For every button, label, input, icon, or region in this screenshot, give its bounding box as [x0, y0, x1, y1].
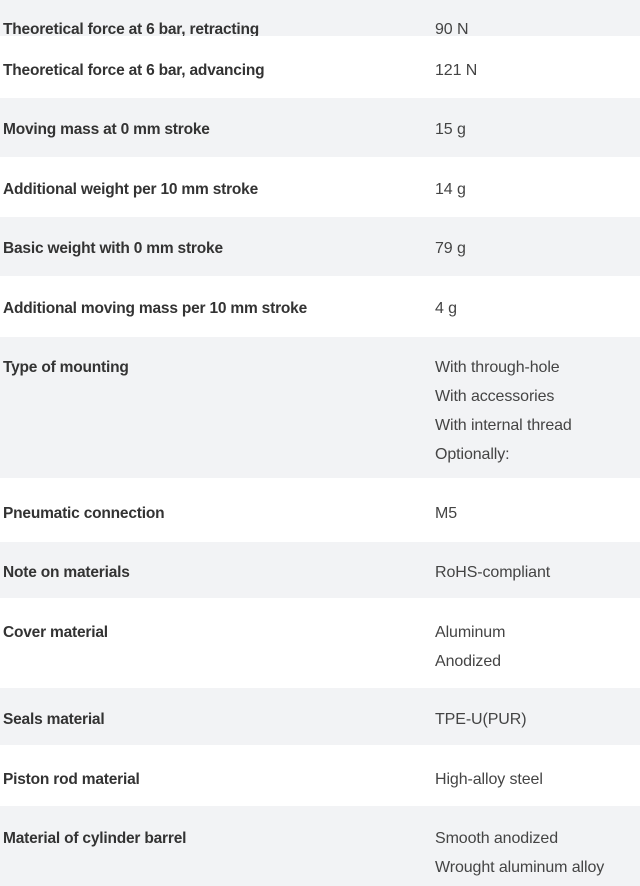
spec-value-line: 79 g	[435, 240, 466, 257]
spec-value-line: TPE-U(PUR)	[435, 711, 527, 728]
spec-label: Type of mounting	[3, 359, 129, 376]
spec-value-line: Smooth anodized	[435, 830, 559, 847]
spec-label: Theoretical force at 6 bar, advancing	[3, 62, 265, 79]
spec-label: Seals material	[3, 711, 105, 728]
spec-value: 4 g	[435, 294, 640, 323]
spec-value-line: Anodized	[435, 653, 501, 670]
table-row: Type of mounting With through-hole With ac…	[0, 337, 640, 478]
spec-value: With through-hole With accessories With in…	[435, 353, 640, 469]
spec-value: 121 N	[435, 56, 640, 85]
table-row: Pneumatic connection M5	[0, 478, 640, 542]
spec-value: 14 g	[435, 175, 640, 204]
spec-value: TPE-U(PUR)	[435, 705, 640, 734]
spec-value: 90 N	[435, 15, 640, 44]
table-row: Moving mass at 0 mm stroke 15 g	[0, 98, 640, 157]
spec-value-line: 14 g	[435, 181, 466, 198]
spec-label: Moving mass at 0 mm stroke	[3, 121, 210, 138]
spec-value: 15 g	[435, 115, 640, 144]
spec-value-line: Wrought aluminum alloy	[435, 859, 605, 876]
spec-value-line: 121 N	[435, 62, 478, 79]
spec-value: Smooth anodized Wrought aluminum alloy	[435, 824, 640, 882]
spec-value-line: 4 g	[435, 300, 457, 317]
table-row: Additional weight per 10 mm stroke 14 g	[0, 157, 640, 217]
spec-label: Additional moving mass per 10 mm stroke	[3, 300, 308, 317]
table-row: Cover material Aluminum Anodized	[0, 598, 640, 688]
spec-value-line: 15 g	[435, 121, 466, 138]
spec-value-line: Aluminum	[435, 624, 506, 641]
spec-value-line: Optionally:	[435, 446, 510, 463]
spec-value-line: High-alloy steel	[435, 771, 543, 788]
spec-value-line: 90 N	[435, 21, 469, 38]
table-row: Seals material TPE-U(PUR)	[0, 688, 640, 745]
table-row: Note on materials RoHS-compliant	[0, 542, 640, 598]
spec-label: Material of cylinder barrel	[3, 830, 187, 847]
table-row: Additional moving mass per 10 mm stroke 4…	[0, 276, 640, 337]
spec-value-line: With through-hole	[435, 359, 560, 376]
spec-label: Note on materials	[3, 564, 130, 581]
spec-value: M5	[435, 499, 640, 528]
spec-value-line: RoHS-compliant	[435, 564, 551, 581]
spec-value-line: M5	[435, 505, 458, 522]
spec-value: 79 g	[435, 234, 640, 263]
spec-value: RoHS-compliant	[435, 558, 640, 587]
spec-label: Cover material	[3, 624, 108, 641]
spec-value: High-alloy steel	[435, 765, 640, 794]
spec-label: Basic weight with 0 mm stroke	[3, 240, 223, 257]
spec-value-line: With accessories	[435, 388, 555, 405]
table-row: Basic weight with 0 mm stroke 79 g	[0, 217, 640, 276]
spec-label: Piston rod material	[3, 771, 140, 788]
table-row: Piston rod material High-alloy steel	[0, 745, 640, 806]
spec-value: Aluminum Anodized	[435, 618, 640, 676]
table-row: Material of cylinder barrel Smooth anodiz…	[0, 806, 640, 886]
spec-label: Pneumatic connection	[3, 505, 165, 522]
spec-label: Additional weight per 10 mm stroke	[3, 181, 259, 198]
table-row: Theoretical force at 6 bar, advancing 121…	[0, 36, 640, 98]
table-row: Theoretical force at 6 bar, retracting 90…	[0, 0, 640, 38]
spec-label: Theoretical force at 6 bar, retracting	[3, 21, 259, 38]
spec-value-line: With internal thread	[435, 417, 572, 434]
